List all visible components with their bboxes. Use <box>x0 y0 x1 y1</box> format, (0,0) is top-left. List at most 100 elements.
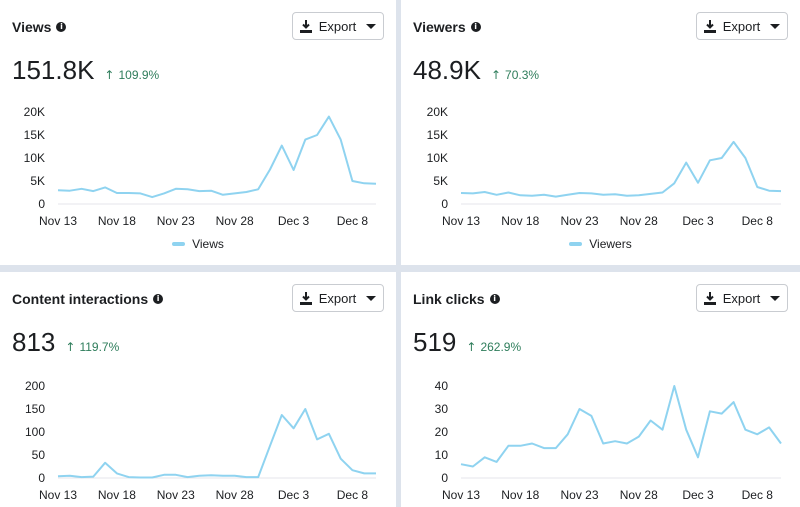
legend-swatch <box>172 242 186 246</box>
x-tick-label: Nov 18 <box>98 488 136 502</box>
y-tick-label: 5K <box>433 174 448 188</box>
y-tick-label: 10K <box>24 151 45 165</box>
card-title: Content interactions i <box>12 291 164 307</box>
x-tick-label: Dec 8 <box>337 488 369 502</box>
export-button[interactable]: Export <box>292 12 384 40</box>
caret-down-icon <box>366 295 377 301</box>
x-tick-label: Nov 23 <box>561 488 599 502</box>
x-tick-label: Dec 8 <box>337 214 369 228</box>
download-icon <box>703 291 716 305</box>
series-line[interactable] <box>460 140 782 198</box>
metric-change-text: 109.9% <box>118 68 160 82</box>
metric: 519 ↑ 262.9% <box>413 327 521 358</box>
metric-change-text: 119.7% <box>79 340 120 354</box>
x-tick-label: Nov 18 <box>501 488 539 502</box>
series-line[interactable] <box>460 385 782 468</box>
x-tick-label: Dec 8 <box>742 488 774 502</box>
export-button[interactable]: Export <box>292 284 384 312</box>
export-button[interactable]: Export <box>696 12 788 40</box>
card-title-text: Link clicks <box>413 291 485 307</box>
metric-change: ↑ 119.7% <box>65 340 119 354</box>
viewers-card: Viewers i Export 48.9K ↑ 70.3% 0 5K 10K 15K… <box>401 0 800 265</box>
arrow-up-icon: ↑ <box>65 340 76 354</box>
card-title: Link clicks i <box>413 291 500 307</box>
x-tick-label: Nov 13 <box>39 488 77 502</box>
y-tick-label: 15K <box>24 128 45 142</box>
y-tick-label: 150 <box>25 402 45 416</box>
metric: 48.9K ↑ 70.3% <box>413 55 539 86</box>
caret-down-icon <box>770 295 781 301</box>
export-label: Export <box>722 290 761 306</box>
card-title-text: Views <box>12 19 52 35</box>
x-tick-label: Dec 8 <box>742 214 774 228</box>
export-button[interactable]: Export <box>696 284 788 312</box>
metric-value: 519 <box>413 327 457 357</box>
x-tick-label: Nov 13 <box>442 214 480 228</box>
metric-value: 151.8K <box>12 55 95 85</box>
info-icon[interactable]: i <box>489 294 500 304</box>
caret-down-icon <box>366 23 377 29</box>
chart-legend[interactable]: Views <box>0 237 396 251</box>
legend-swatch <box>569 242 583 246</box>
chart-legend[interactable]: Viewers <box>401 237 800 251</box>
metric-change: ↑ 262.9% <box>466 340 521 354</box>
x-tick-label: Nov 23 <box>157 214 195 228</box>
x-tick-label: Nov 28 <box>620 214 658 228</box>
x-tick-label: Nov 28 <box>620 488 658 502</box>
x-tick-label: Nov 18 <box>501 214 539 228</box>
metric-change-text: 70.3% <box>505 68 540 82</box>
metric-change: ↑ 70.3% <box>491 68 539 82</box>
caret-down-icon <box>770 23 781 29</box>
legend-label: Views <box>192 237 224 251</box>
arrow-up-icon: ↑ <box>490 68 502 82</box>
info-icon[interactable]: i <box>56 22 67 32</box>
x-tick-label: Nov 23 <box>157 488 195 502</box>
x-tick-label: Nov 23 <box>561 214 599 228</box>
info-icon[interactable]: i <box>470 22 481 32</box>
card-title: Views i <box>12 19 67 35</box>
x-tick-label: Dec 3 <box>278 488 310 502</box>
card-title-text: Content interactions <box>12 291 149 307</box>
y-tick-label: 40 <box>435 379 449 393</box>
link-clicks-chart: 0 10 20 30 40 Nov 13 Nov 18 Nov 23 Nov 28 Dec 3 De… <box>435 379 782 502</box>
x-tick-label: Dec 3 <box>278 214 310 228</box>
export-label: Export <box>318 290 357 306</box>
metric-change: ↑ 109.9% <box>104 68 159 82</box>
views-chart: 0 5K 10K 15K 20K Nov 13 Nov 18 Nov 23 Nov 28 Dec … <box>24 105 377 228</box>
metric-change-text: 262.9% <box>480 340 522 354</box>
x-tick-label: Nov 28 <box>216 214 254 228</box>
content-interactions-card: Content interactions i Export 813 ↑ 119.… <box>0 272 396 507</box>
y-tick-label: 5K <box>30 174 45 188</box>
y-tick-label: 20 <box>435 425 449 439</box>
metric: 151.8K ↑ 109.9% <box>12 55 159 86</box>
x-tick-label: Nov 18 <box>98 214 136 228</box>
y-tick-label: 10K <box>427 151 448 165</box>
viewers-chart: 0 5K 10K 15K 20K Nov 13 Nov 18 Nov 23 Nov 28 Dec … <box>427 105 782 228</box>
x-tick-label: Nov 13 <box>39 214 77 228</box>
y-tick-label: 50 <box>32 448 46 462</box>
y-tick-label: 0 <box>38 197 45 211</box>
series-line[interactable] <box>57 115 377 199</box>
y-tick-label: 0 <box>38 471 45 485</box>
download-icon <box>703 19 716 33</box>
y-tick-label: 20K <box>427 105 448 119</box>
export-label: Export <box>318 18 357 34</box>
y-tick-label: 100 <box>25 425 45 439</box>
views-card: Views i Export 151.8K ↑ 109.9% 0 5K 10K 15K… <box>0 0 396 265</box>
series-line[interactable] <box>57 408 376 479</box>
card-title: Viewers i <box>413 19 481 35</box>
x-tick-label: Dec 3 <box>682 214 714 228</box>
metric: 813 ↑ 119.7% <box>12 327 119 358</box>
y-tick-label: 30 <box>435 402 449 416</box>
y-tick-label: 15K <box>427 128 448 142</box>
x-tick-label: Nov 13 <box>442 488 480 502</box>
metric-value: 48.9K <box>413 55 481 85</box>
download-icon <box>299 19 312 33</box>
content-interactions-chart: 0 50 100 150 200 Nov 13 Nov 18 Nov 23 Nov 28 Dec … <box>25 379 376 502</box>
legend-label: Viewers <box>589 237 632 251</box>
x-tick-label: Dec 3 <box>682 488 714 502</box>
metric-value: 813 <box>12 327 56 357</box>
y-tick-label: 0 <box>441 471 448 485</box>
info-icon[interactable]: i <box>153 294 164 304</box>
